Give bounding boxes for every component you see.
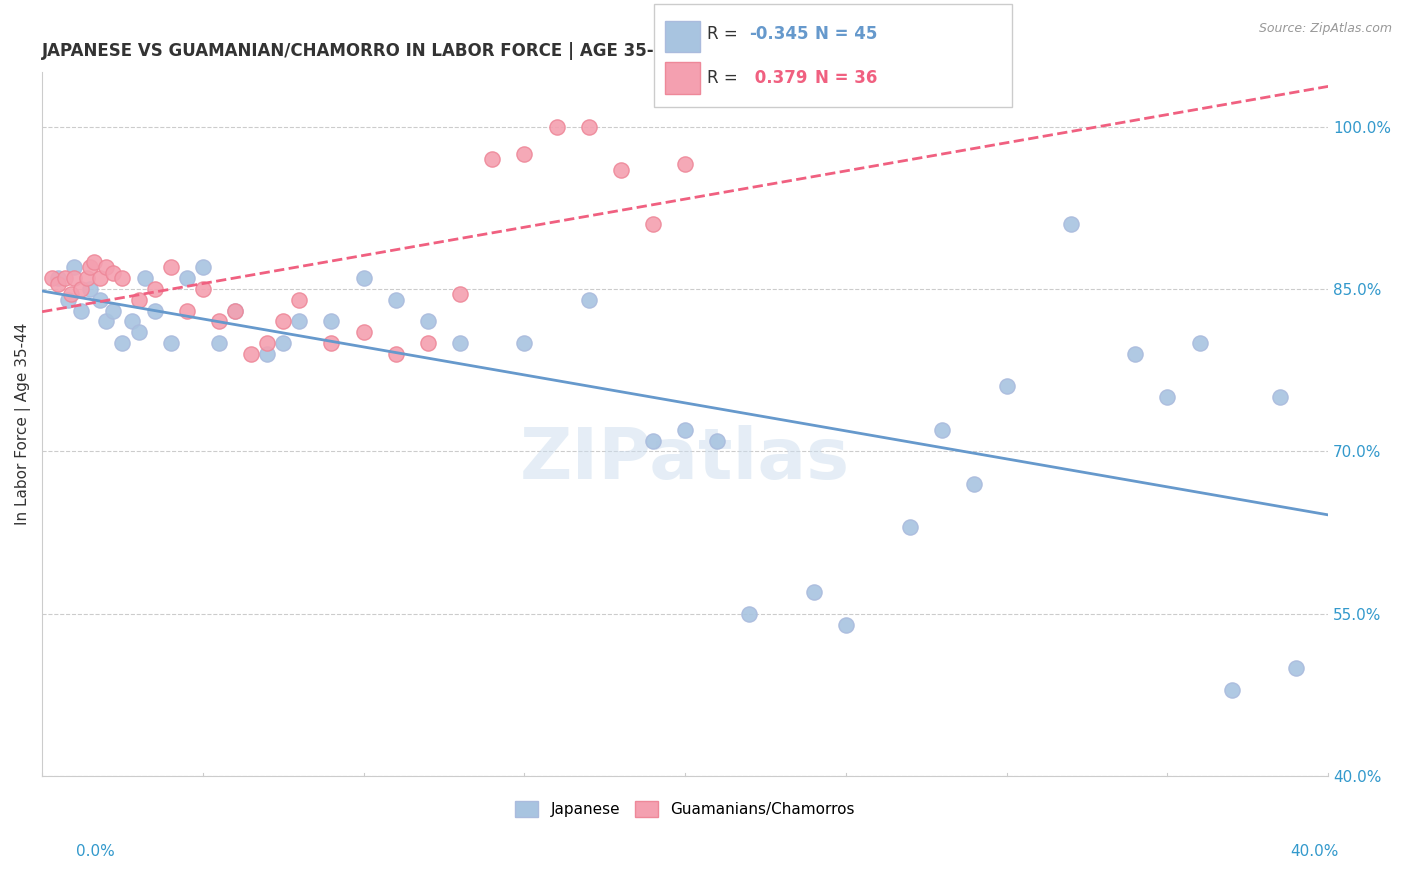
- Point: [101, 303, 124, 318]
- Point: [53, 271, 76, 285]
- Point: [673, 423, 696, 437]
- Point: [191, 282, 214, 296]
- Point: [224, 303, 246, 318]
- Point: [128, 326, 150, 340]
- Point: [898, 520, 921, 534]
- Point: [69, 282, 91, 296]
- Point: [449, 287, 471, 301]
- Point: [1220, 682, 1243, 697]
- Point: [143, 303, 166, 318]
- Point: [271, 314, 294, 328]
- Point: [546, 120, 568, 134]
- Point: [224, 303, 246, 318]
- Legend: Japanese, Guamanians/Chamorros: Japanese, Guamanians/Chamorros: [508, 794, 863, 825]
- Text: 40.0%: 40.0%: [1291, 845, 1339, 859]
- Point: [63, 271, 86, 285]
- Point: [240, 347, 263, 361]
- Point: [1188, 336, 1211, 351]
- Point: [321, 314, 343, 328]
- Text: R =: R =: [707, 70, 738, 87]
- Point: [288, 314, 311, 328]
- Point: [416, 336, 439, 351]
- Point: [578, 120, 600, 134]
- Point: [288, 293, 311, 307]
- Point: [706, 434, 728, 448]
- Point: [931, 423, 953, 437]
- Point: [60, 287, 83, 301]
- Point: [111, 271, 134, 285]
- Y-axis label: In Labor Force | Age 35-44: In Labor Force | Age 35-44: [15, 323, 31, 525]
- Text: Source: ZipAtlas.com: Source: ZipAtlas.com: [1258, 22, 1392, 36]
- Point: [353, 326, 375, 340]
- Point: [111, 336, 134, 351]
- Point: [89, 271, 111, 285]
- Point: [56, 293, 79, 307]
- Point: [384, 293, 406, 307]
- Point: [159, 260, 181, 275]
- Text: 0.379: 0.379: [749, 70, 808, 87]
- Point: [46, 271, 69, 285]
- Point: [96, 260, 118, 275]
- Point: [256, 347, 278, 361]
- Point: [835, 617, 858, 632]
- Point: [513, 146, 536, 161]
- Text: 0.0%: 0.0%: [76, 845, 115, 859]
- Point: [271, 336, 294, 351]
- Point: [449, 336, 471, 351]
- Point: [121, 314, 143, 328]
- Point: [134, 271, 156, 285]
- Point: [128, 293, 150, 307]
- Point: [384, 347, 406, 361]
- Text: -0.345: -0.345: [749, 25, 808, 43]
- Point: [159, 336, 181, 351]
- Point: [89, 293, 111, 307]
- Point: [738, 607, 761, 621]
- Point: [673, 157, 696, 171]
- Point: [1268, 390, 1291, 404]
- Point: [76, 271, 98, 285]
- Point: [353, 271, 375, 285]
- Point: [641, 217, 664, 231]
- Point: [176, 271, 198, 285]
- Point: [1156, 390, 1178, 404]
- Point: [416, 314, 439, 328]
- Point: [578, 293, 600, 307]
- Point: [513, 336, 536, 351]
- Point: [803, 585, 825, 599]
- Point: [481, 152, 503, 166]
- Point: [176, 303, 198, 318]
- Point: [1285, 661, 1308, 675]
- Text: ZIPatlas: ZIPatlas: [520, 425, 851, 494]
- Point: [1060, 217, 1083, 231]
- Point: [101, 266, 124, 280]
- Point: [63, 260, 86, 275]
- Point: [69, 303, 91, 318]
- Point: [96, 314, 118, 328]
- Point: [610, 162, 633, 177]
- Point: [208, 314, 231, 328]
- Point: [46, 277, 69, 291]
- Point: [641, 434, 664, 448]
- Point: [256, 336, 278, 351]
- Text: JAPANESE VS GUAMANIAN/CHAMORRO IN LABOR FORCE | AGE 35-44 CORRELATION CHART: JAPANESE VS GUAMANIAN/CHAMORRO IN LABOR …: [42, 42, 883, 60]
- Point: [79, 260, 101, 275]
- Text: R =: R =: [707, 25, 738, 43]
- Point: [143, 282, 166, 296]
- Text: N = 36: N = 36: [815, 70, 877, 87]
- Point: [995, 379, 1018, 393]
- Point: [1123, 347, 1146, 361]
- Text: N = 45: N = 45: [815, 25, 877, 43]
- Point: [208, 336, 231, 351]
- Point: [191, 260, 214, 275]
- Point: [83, 255, 105, 269]
- Point: [321, 336, 343, 351]
- Point: [963, 476, 986, 491]
- Point: [79, 282, 101, 296]
- Point: [41, 271, 63, 285]
